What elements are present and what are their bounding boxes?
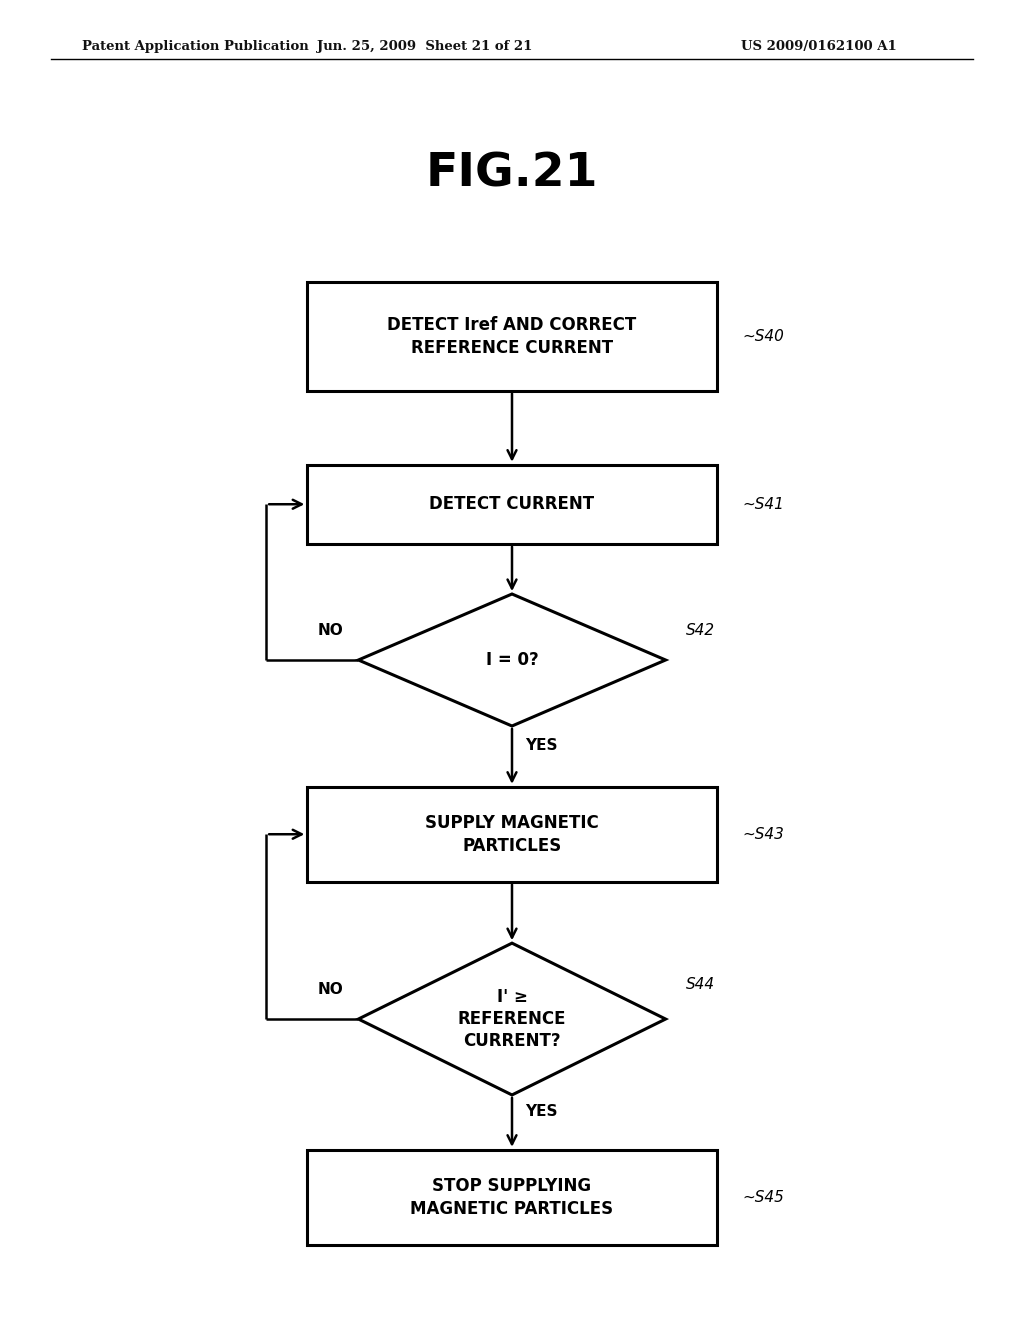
Text: YES: YES (525, 1105, 558, 1119)
FancyBboxPatch shape (307, 787, 717, 882)
Text: Jun. 25, 2009  Sheet 21 of 21: Jun. 25, 2009 Sheet 21 of 21 (317, 40, 532, 53)
Text: SUPPLY MAGNETIC
PARTICLES: SUPPLY MAGNETIC PARTICLES (425, 814, 599, 854)
Text: NO: NO (317, 623, 343, 639)
Text: I' ≥
REFERENCE
CURRENT?: I' ≥ REFERENCE CURRENT? (458, 987, 566, 1051)
Text: DETECT CURRENT: DETECT CURRENT (429, 495, 595, 513)
Text: ~S43: ~S43 (742, 826, 784, 842)
Text: ~S41: ~S41 (742, 496, 784, 512)
Text: US 2009/0162100 A1: US 2009/0162100 A1 (741, 40, 897, 53)
Text: Patent Application Publication: Patent Application Publication (82, 40, 308, 53)
Text: YES: YES (525, 738, 558, 754)
Polygon shape (358, 594, 666, 726)
Text: NO: NO (317, 982, 343, 998)
Text: S44: S44 (686, 977, 715, 993)
FancyBboxPatch shape (307, 1150, 717, 1245)
Polygon shape (358, 942, 666, 1096)
Text: FIG.21: FIG.21 (426, 152, 598, 197)
Text: S42: S42 (686, 623, 715, 638)
Text: I = 0?: I = 0? (485, 651, 539, 669)
Text: ~S45: ~S45 (742, 1189, 784, 1205)
Text: STOP SUPPLYING
MAGNETIC PARTICLES: STOP SUPPLYING MAGNETIC PARTICLES (411, 1177, 613, 1217)
FancyBboxPatch shape (307, 282, 717, 391)
Text: ~S40: ~S40 (742, 329, 784, 345)
FancyBboxPatch shape (307, 465, 717, 544)
Text: DETECT Iref AND CORRECT
REFERENCE CURRENT: DETECT Iref AND CORRECT REFERENCE CURREN… (387, 317, 637, 356)
